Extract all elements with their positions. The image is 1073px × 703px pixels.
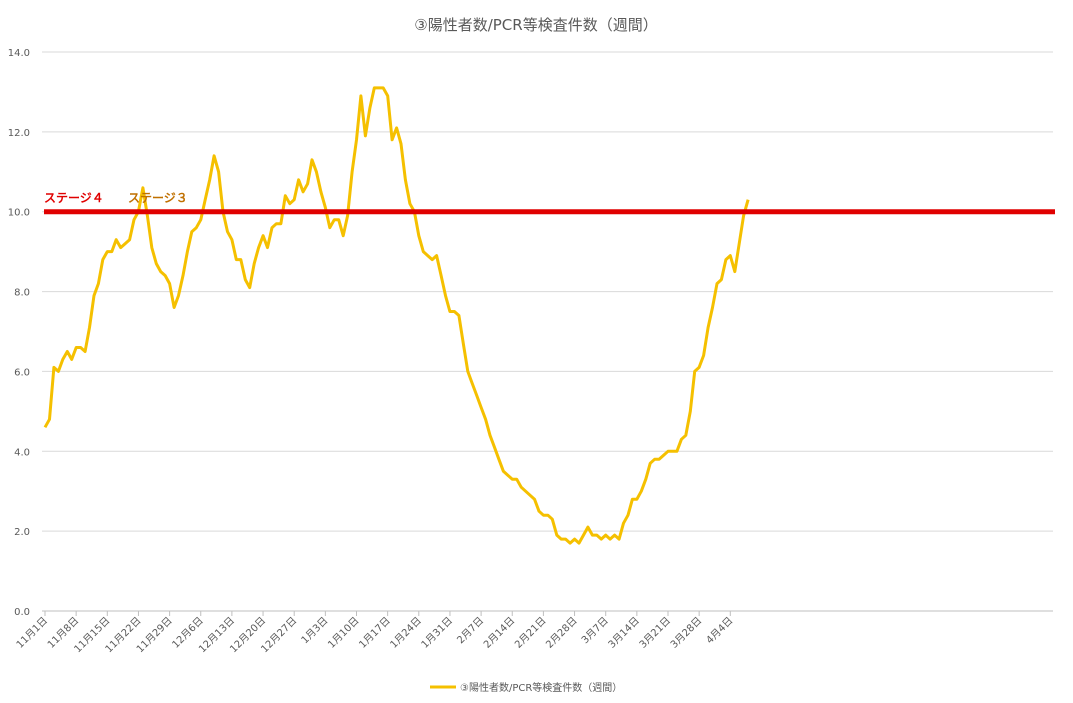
gridlines [42, 51, 1053, 612]
x-tick-label: 3月21日 [637, 615, 673, 651]
x-tick-label: 1月10日 [325, 615, 361, 651]
y-axis-ticks: 0.0 2.0 4.0 6.0 8.0 10.0 12.0 14.0 [8, 48, 30, 618]
y-tick-label: 6.0 [14, 367, 30, 378]
y-tick-label: 2.0 [14, 527, 30, 538]
x-tick-label: 4月4日 [704, 615, 736, 647]
legend: ③陽性者数/PCR等検査件数（週間） [430, 681, 622, 694]
y-tick-label: 12.0 [8, 128, 30, 139]
x-tick-label: 2月7日 [455, 615, 487, 647]
x-tick-label: 1月31日 [419, 615, 455, 651]
x-axis-ticks: 11月1日11月8日11月15日11月22日11月29日12月6日12月13日1… [14, 611, 735, 655]
x-tick-label: 2月28日 [544, 615, 580, 651]
y-tick-label: 4.0 [14, 447, 30, 458]
y-tick-label: 8.0 [14, 288, 30, 299]
y-tick-label: 10.0 [8, 208, 30, 219]
x-tick-label: 1月3日 [299, 615, 331, 647]
legend-label: ③陽性者数/PCR等検査件数（週間） [460, 681, 622, 694]
x-tick-label: 3月14日 [606, 615, 642, 651]
x-tick-label: 3月7日 [579, 615, 611, 647]
x-tick-label: 3月28日 [668, 615, 704, 651]
x-tick-label: 1月24日 [388, 615, 424, 651]
annotation-stage-4: ステージ４ [44, 191, 104, 205]
series-group [43, 86, 750, 545]
series-line [43, 86, 750, 545]
chart-title: ③陽性者数/PCR等検査件数（週間） [414, 16, 657, 34]
x-tick-label: 2月14日 [481, 615, 517, 651]
annotation-stage-3: ステージ３ [128, 191, 188, 205]
y-tick-label: 0.0 [14, 607, 30, 618]
y-tick-label: 14.0 [8, 48, 30, 59]
x-tick-label: 2月21日 [512, 615, 548, 651]
x-tick-label: 1月17日 [357, 615, 393, 651]
x-tick-label: 11月1日 [14, 615, 50, 651]
